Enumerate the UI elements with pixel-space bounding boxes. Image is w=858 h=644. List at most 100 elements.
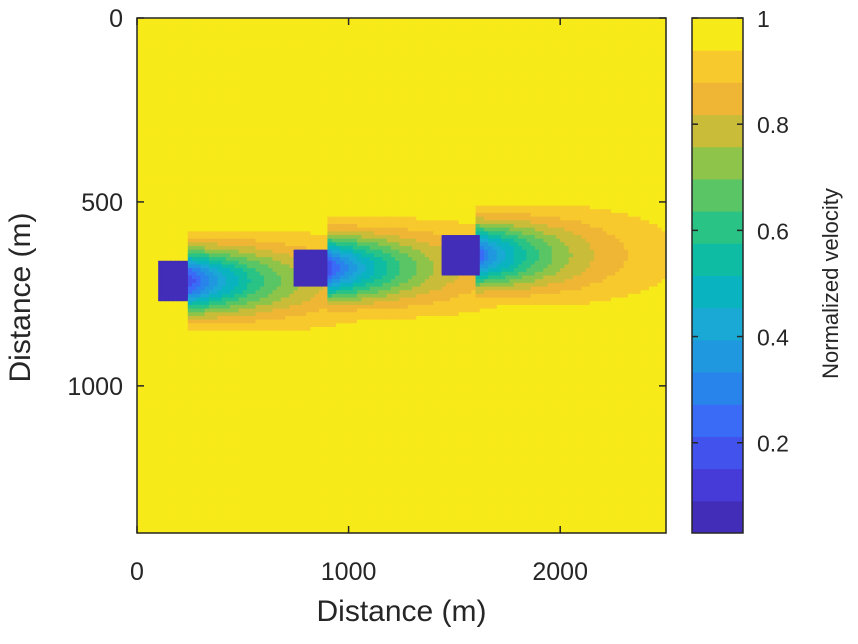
heatmap-cell bbox=[314, 80, 320, 85]
heatmap-cell bbox=[373, 109, 379, 115]
heatmap-cell bbox=[297, 32, 303, 37]
heatmap-cell bbox=[475, 139, 481, 144]
heatmap-cell bbox=[585, 91, 591, 96]
heatmap-cell bbox=[352, 18, 358, 23]
heatmap-cell bbox=[429, 139, 434, 144]
heatmap-cell bbox=[657, 47, 663, 52]
heatmap-cell bbox=[395, 113, 400, 118]
heatmap-cell bbox=[500, 161, 506, 166]
heatmap-cell bbox=[297, 117, 303, 122]
heatmap-cell bbox=[598, 36, 604, 41]
heatmap-cell bbox=[543, 32, 549, 37]
heatmap-cell bbox=[395, 62, 400, 67]
heatmap-cell bbox=[327, 80, 333, 85]
heatmap-cell bbox=[407, 106, 413, 111]
heatmap-cell bbox=[416, 128, 422, 133]
heatmap-cell bbox=[433, 40, 439, 45]
heatmap-cell bbox=[437, 65, 443, 71]
heatmap-cell bbox=[424, 150, 430, 155]
heatmap-cell bbox=[653, 102, 659, 107]
heatmap-cell bbox=[526, 25, 532, 30]
heatmap-cell bbox=[407, 121, 413, 126]
heatmap-cell bbox=[238, 36, 244, 41]
heatmap-cell bbox=[488, 69, 494, 74]
heatmap-cell bbox=[462, 132, 468, 137]
heatmap-cell bbox=[348, 76, 354, 82]
heatmap-cell bbox=[395, 21, 400, 26]
heatmap-cell bbox=[577, 135, 582, 140]
heatmap-cell bbox=[551, 47, 557, 52]
heatmap-cell bbox=[492, 113, 498, 118]
heatmap-cell bbox=[378, 117, 384, 122]
heatmap-cell bbox=[255, 117, 261, 122]
heatmap-cell bbox=[496, 161, 502, 166]
heatmap-cell bbox=[272, 124, 278, 129]
heatmap-cell bbox=[429, 65, 434, 71]
heatmap-cell bbox=[234, 21, 240, 26]
heatmap-cell bbox=[348, 124, 354, 129]
heatmap-cell bbox=[479, 51, 485, 56]
heatmap-cell bbox=[661, 124, 667, 129]
heatmap-cell bbox=[373, 139, 379, 144]
heatmap-cell bbox=[352, 84, 358, 89]
heatmap-cell bbox=[280, 113, 286, 118]
heatmap-cell bbox=[365, 80, 371, 85]
heatmap-cell bbox=[361, 62, 367, 67]
heatmap-cell bbox=[551, 36, 557, 41]
heatmap-cell bbox=[530, 143, 536, 148]
heatmap-cell bbox=[479, 58, 485, 63]
heatmap-cell bbox=[429, 150, 434, 155]
heatmap-cell bbox=[429, 113, 434, 118]
heatmap-cell bbox=[340, 150, 345, 155]
heatmap-cell bbox=[513, 124, 519, 129]
heatmap-cell bbox=[513, 146, 519, 152]
heatmap-cell bbox=[577, 109, 582, 115]
heatmap-cell bbox=[344, 98, 350, 104]
heatmap-cell bbox=[496, 102, 502, 107]
heatmap-cell bbox=[276, 40, 282, 45]
heatmap-cell bbox=[458, 73, 464, 78]
heatmap-cell bbox=[602, 154, 608, 159]
heatmap-cell bbox=[598, 113, 604, 118]
heatmap-cell bbox=[166, 40, 172, 45]
heatmap-cell bbox=[623, 139, 629, 144]
heatmap-cell bbox=[352, 32, 358, 37]
heatmap-cell bbox=[259, 98, 265, 104]
heatmap-cell bbox=[539, 91, 544, 96]
heatmap-cell bbox=[412, 98, 417, 104]
heatmap-cell bbox=[458, 150, 464, 155]
heatmap-cell bbox=[352, 98, 358, 104]
heatmap-cell bbox=[357, 139, 362, 144]
heatmap-cell bbox=[141, 135, 147, 140]
heatmap-cell bbox=[196, 51, 202, 56]
heatmap-cell bbox=[213, 84, 219, 89]
heatmap-cell bbox=[166, 18, 172, 23]
heatmap-cell bbox=[340, 95, 345, 100]
heatmap-cell bbox=[517, 161, 523, 166]
heatmap-cell bbox=[153, 132, 159, 137]
heatmap-cell bbox=[149, 80, 155, 85]
heatmap-cell bbox=[382, 150, 388, 155]
heatmap-cell bbox=[526, 124, 532, 129]
heatmap-cell bbox=[306, 29, 312, 34]
heatmap-cell bbox=[242, 161, 248, 166]
heatmap-cell bbox=[585, 36, 591, 41]
heatmap-cell bbox=[268, 161, 274, 166]
heatmap-cell bbox=[247, 47, 252, 52]
heatmap-cell bbox=[276, 36, 282, 41]
heatmap-cell bbox=[162, 113, 168, 118]
heatmap-cell bbox=[259, 51, 265, 56]
heatmap-cell bbox=[373, 121, 379, 126]
heatmap-cell bbox=[327, 143, 333, 148]
heatmap-cell bbox=[382, 143, 388, 148]
heatmap-cell bbox=[221, 128, 227, 133]
heatmap-cell bbox=[200, 51, 206, 56]
heatmap-cell bbox=[568, 69, 574, 74]
heatmap-cell bbox=[547, 54, 553, 60]
heatmap-cell bbox=[462, 29, 468, 34]
heatmap-cell bbox=[145, 21, 151, 26]
heatmap-cell bbox=[145, 51, 151, 56]
heatmap-cell bbox=[386, 150, 392, 155]
heatmap-cell bbox=[492, 109, 498, 115]
heatmap-cell bbox=[416, 69, 422, 74]
